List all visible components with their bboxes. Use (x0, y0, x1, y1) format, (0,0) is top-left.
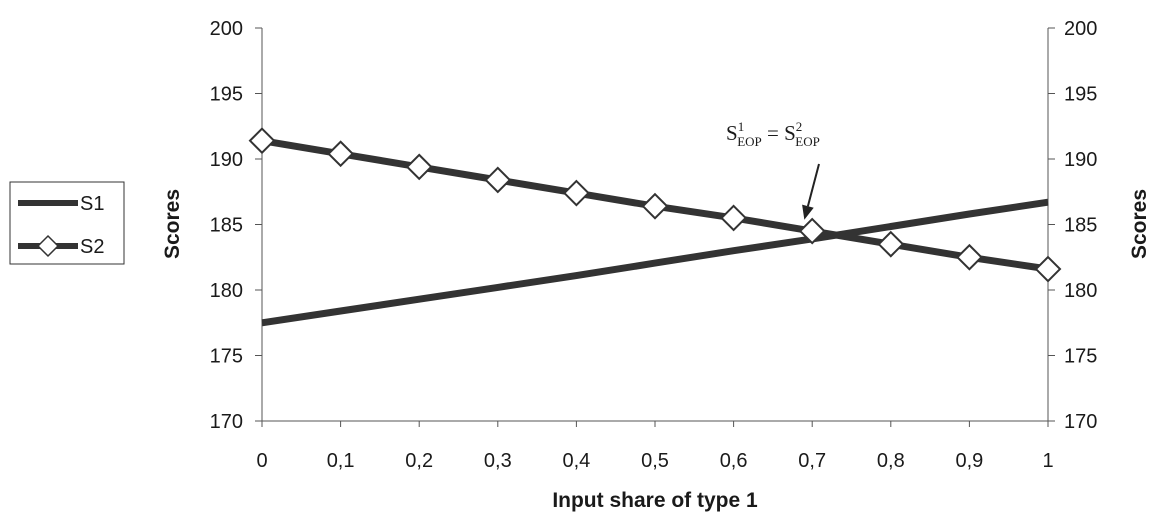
annotation-sub-b: EOP (795, 134, 820, 149)
series-s2-point (641, 192, 669, 220)
x-tick-label: 0,6 (720, 450, 748, 472)
legend-label-s2: S2 (80, 236, 104, 258)
annotation: S1 EOP = S2 EOP (726, 119, 820, 220)
series-s2-point (562, 179, 590, 207)
legend-item-s1: S1 (18, 193, 104, 215)
series-layer (248, 127, 1062, 327)
y-tick-label-right: 190 (1064, 149, 1097, 171)
series-s2-point (720, 204, 748, 232)
y-tick-label-left: 185 (210, 215, 243, 237)
y-tick-label-right: 195 (1064, 84, 1097, 106)
y-tick-label-right: 200 (1064, 18, 1097, 40)
series-s2-point (248, 127, 276, 155)
series-s2-point (955, 243, 983, 271)
x-tick-label: 0,9 (955, 450, 983, 472)
series-s1-line (261, 198, 1049, 327)
x-tick-label: 1 (1042, 450, 1053, 472)
y-axis-title-right: Scores (1128, 189, 1151, 259)
series-s2-point (484, 166, 512, 194)
y-axis-title-left: Scores (161, 189, 184, 259)
y-tick-label-left: 180 (210, 280, 243, 302)
legend: S1 S2 (9, 181, 125, 265)
y-tick-label-left: 170 (210, 411, 243, 433)
x-tick-label: 0,2 (405, 450, 433, 472)
annotation-equals: = (762, 121, 784, 145)
y-tick-label-left: 190 (210, 149, 243, 171)
x-tick-label: 0,1 (327, 450, 355, 472)
annotation-sup-a: 1 (738, 119, 745, 134)
y-tick-label-right: 175 (1064, 346, 1097, 368)
legend-label-s1: S1 (80, 193, 104, 215)
annotation-base-a: S (726, 121, 738, 145)
annotation-sub-a: EOP (737, 134, 762, 149)
y-tick-label-right: 170 (1064, 411, 1097, 433)
series-s2-point (1034, 255, 1062, 283)
x-tick-label: 0,5 (641, 450, 669, 472)
annotation-sup-b: 2 (796, 119, 803, 134)
y-tick-label-right: 185 (1064, 215, 1097, 237)
y-tick-label-right: 180 (1064, 280, 1097, 302)
x-tick-label: 0,8 (877, 450, 905, 472)
x-axis-title: Input share of type 1 (552, 489, 758, 512)
annotation-arrow-line (806, 163, 820, 207)
y-tick-label-left: 200 (210, 18, 243, 40)
series-s2-point (405, 153, 433, 181)
annotation-label: S1 EOP = S2 EOP (726, 119, 820, 149)
legend-box (9, 181, 125, 265)
x-tick-label: 0,4 (562, 450, 590, 472)
y-tick-label-left: 175 (210, 346, 243, 368)
x-tick-label: 0,7 (798, 450, 826, 472)
series-s2-point (327, 140, 355, 168)
legend-item-s2: S2 (18, 234, 104, 258)
y-tick-label-left: 195 (210, 84, 243, 106)
x-tick-label: 0,3 (484, 450, 512, 472)
legend-marker-s2 (36, 234, 60, 258)
annotation-base-b: S (784, 121, 796, 145)
axes: 170 170 175 175 180 180 185 185 190 190 195 195 200 2… (210, 18, 1098, 472)
series-s2-point (798, 217, 826, 245)
annotation-arrow-head (802, 204, 814, 220)
x-tick-label: 0 (256, 450, 267, 472)
series-s2-point (877, 230, 905, 258)
